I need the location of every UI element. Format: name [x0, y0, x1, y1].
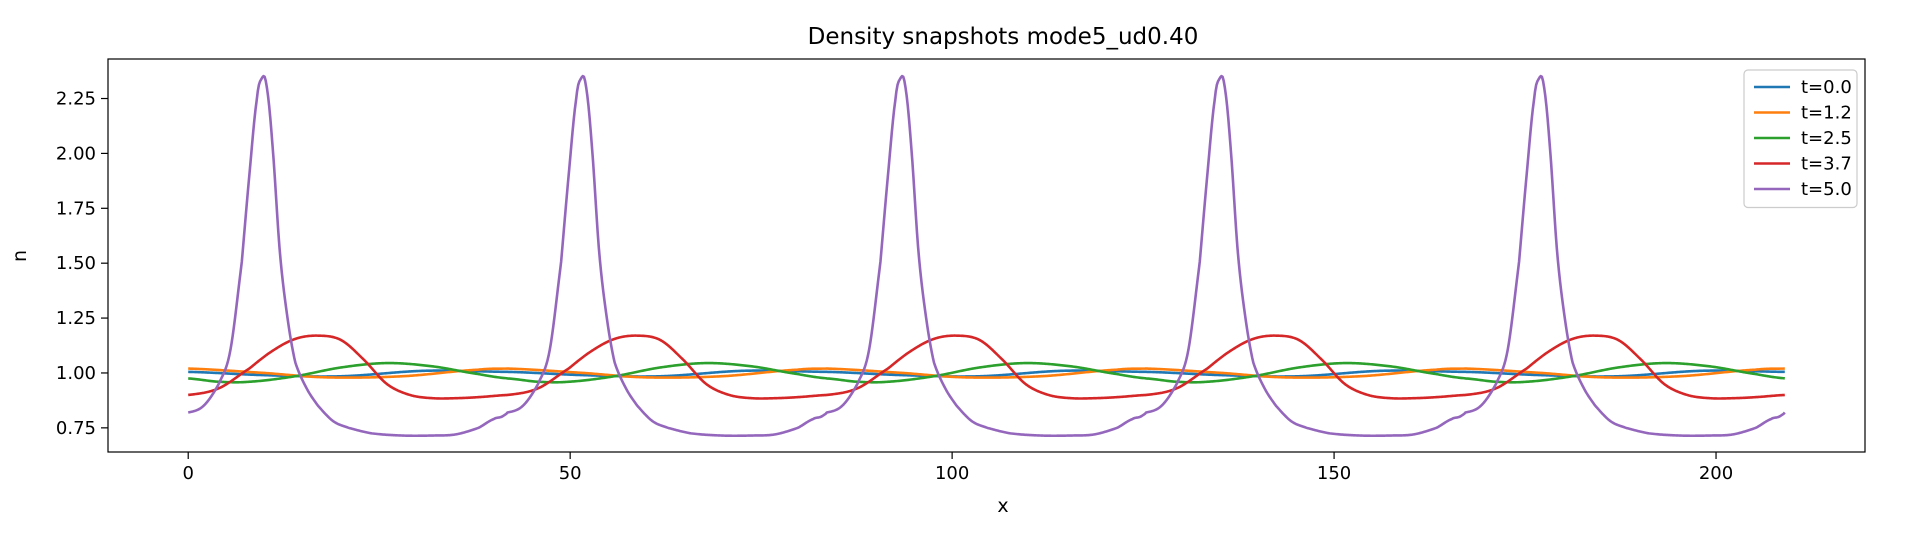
series-layer — [187, 74, 1786, 438]
y-tick-label: 0.75 — [56, 418, 96, 439]
x-axis-label: x — [997, 495, 1008, 517]
y-axis-label: n — [9, 250, 31, 262]
series-line-t=5.0 — [187, 74, 1786, 438]
x-tick-label: 0 — [182, 463, 193, 484]
legend-entry-label: t=3.7 — [1801, 154, 1852, 175]
x-axis: 0 50 100 150 200 — [182, 452, 1733, 484]
plot-frame — [107, 58, 1866, 453]
plot-area — [107, 58, 1866, 453]
chart-title: Density snapshots mode5_ud0.40 — [808, 24, 1199, 50]
y-tick-label: 1.50 — [56, 253, 96, 274]
legend-entry-label: t=2.5 — [1801, 128, 1852, 149]
legend-entry-label: t=1.2 — [1801, 103, 1852, 124]
y-tick-label: 1.75 — [56, 198, 96, 219]
x-tick-label: 150 — [1317, 463, 1351, 484]
x-tick-label: 200 — [1699, 463, 1733, 484]
series-line-t=1.2 — [188, 367, 1785, 379]
legend-entry-label: t=0.0 — [1801, 77, 1852, 98]
y-tick-label: 2.25 — [56, 89, 96, 110]
series-line-t=2.5 — [188, 361, 1786, 384]
legend: t=0.0 t=1.2 t=2.5 t=3.7 t=5.0 — [1743, 69, 1858, 209]
x-tick-label: 100 — [935, 463, 969, 484]
y-axis: 0.75 1.00 1.25 1.50 1.75 2.00 2.25 — [56, 89, 108, 439]
y-tick-label: 2.00 — [56, 143, 96, 164]
y-tick-label: 1.00 — [56, 363, 96, 384]
legend-entry-label: t=5.0 — [1801, 179, 1852, 200]
y-tick-label: 1.25 — [56, 308, 96, 329]
legend-box — [1743, 69, 1858, 209]
series-line-t=3.7 — [188, 334, 1785, 400]
x-tick-label: 50 — [559, 463, 582, 484]
